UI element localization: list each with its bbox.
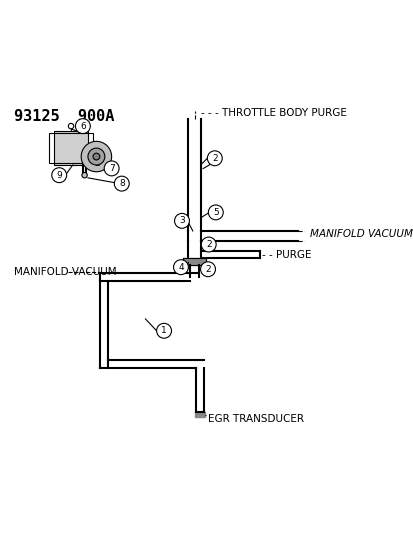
Circle shape	[173, 260, 188, 274]
FancyBboxPatch shape	[54, 131, 88, 165]
Circle shape	[156, 324, 171, 338]
Text: EGR TRANSDUCER: EGR TRANSDUCER	[208, 414, 303, 424]
Text: - - - THROTTLE BODY PURGE: - - - THROTTLE BODY PURGE	[201, 108, 347, 118]
Text: MANIFOLD VACUUM - -: MANIFOLD VACUUM - -	[14, 266, 130, 277]
Text: 93125  900A: 93125 900A	[14, 109, 114, 124]
Circle shape	[200, 262, 215, 277]
Text: 7: 7	[109, 164, 114, 173]
Circle shape	[114, 176, 129, 191]
Text: 1: 1	[161, 326, 166, 335]
Text: B: B	[94, 159, 100, 168]
Text: 3: 3	[179, 216, 185, 225]
Circle shape	[81, 141, 112, 172]
Circle shape	[93, 153, 100, 160]
Text: 6: 6	[80, 122, 85, 131]
Text: A: A	[94, 157, 100, 165]
Circle shape	[82, 173, 87, 178]
Circle shape	[104, 161, 119, 176]
Text: 2: 2	[205, 265, 210, 274]
Text: 5: 5	[212, 208, 218, 217]
Text: MANIFOLD VACUUM: MANIFOLD VACUUM	[309, 229, 411, 239]
Circle shape	[207, 151, 222, 166]
Circle shape	[68, 124, 74, 129]
Text: 4: 4	[178, 263, 183, 272]
Text: 2: 2	[211, 154, 217, 163]
Circle shape	[88, 148, 104, 165]
Text: 9: 9	[56, 171, 62, 180]
Circle shape	[52, 168, 66, 183]
Circle shape	[174, 213, 189, 228]
Text: 8: 8	[119, 179, 124, 188]
Text: - - PURGE: - - PURGE	[261, 249, 311, 260]
Circle shape	[208, 205, 223, 220]
Text: 2: 2	[205, 240, 211, 249]
Circle shape	[75, 119, 90, 134]
Circle shape	[201, 237, 216, 252]
